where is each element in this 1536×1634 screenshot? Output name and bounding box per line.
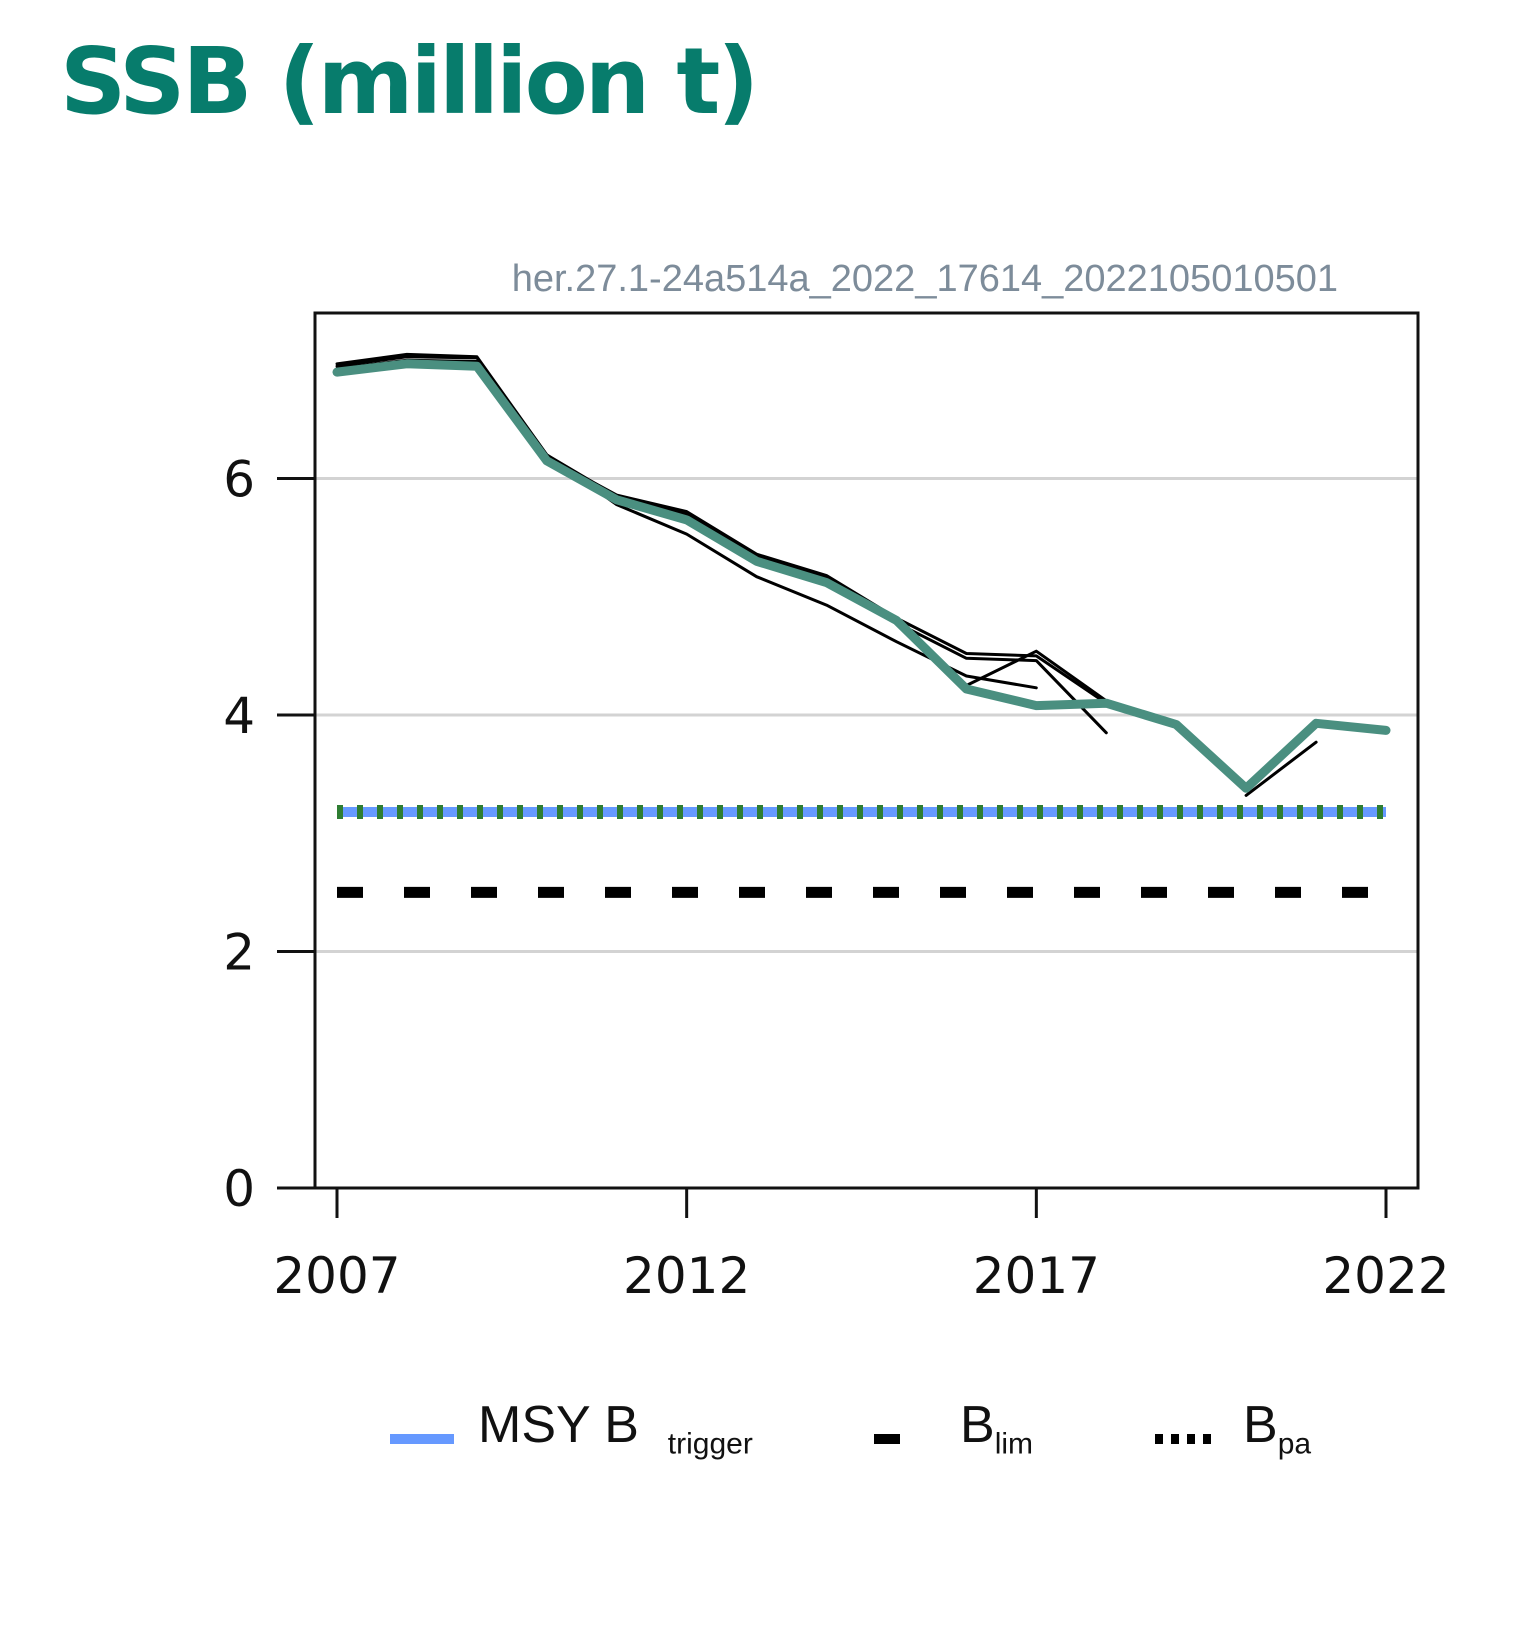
legend-swatch-bpa [1155,1434,1219,1444]
chart-legend: MSY B trigger Blim Bpa [0,1395,1536,1485]
y-tick-label-4: 4 [223,687,255,745]
legend-label-msy-btrigger: MSY B trigger [478,1396,753,1461]
legend-swatch-msy-btrigger [390,1434,454,1444]
plot-frame [313,311,1420,1190]
legend-label-bpa: Bpa [1243,1396,1312,1461]
y-tick-label-6: 6 [223,451,255,509]
y-tick-label-2: 2 [223,924,255,982]
x-tick-label-2022: 2022 [1322,1247,1449,1305]
y-tick-label-0: 0 [223,1160,255,1218]
legend-swatch-blim [874,1434,900,1444]
series-line-current-assessment [332,359,1391,793]
series-line-historical-5 [1244,740,1318,797]
series-line-historical-3 [335,358,1108,705]
x-tick-label-2012: 2012 [623,1247,750,1305]
series-line-historical-2 [335,352,1038,690]
chart-subtitle: her.27.1-24a514a_2022_17614_202210501050… [511,258,1338,300]
x-tick-label-2017: 2017 [973,1247,1100,1305]
series-line-historical-4 [964,649,1108,703]
x-tick-label-2007: 2007 [273,1247,400,1305]
chart-title: SSB (million t) [60,28,759,135]
legend-label-blim: Blim [960,1396,1034,1461]
